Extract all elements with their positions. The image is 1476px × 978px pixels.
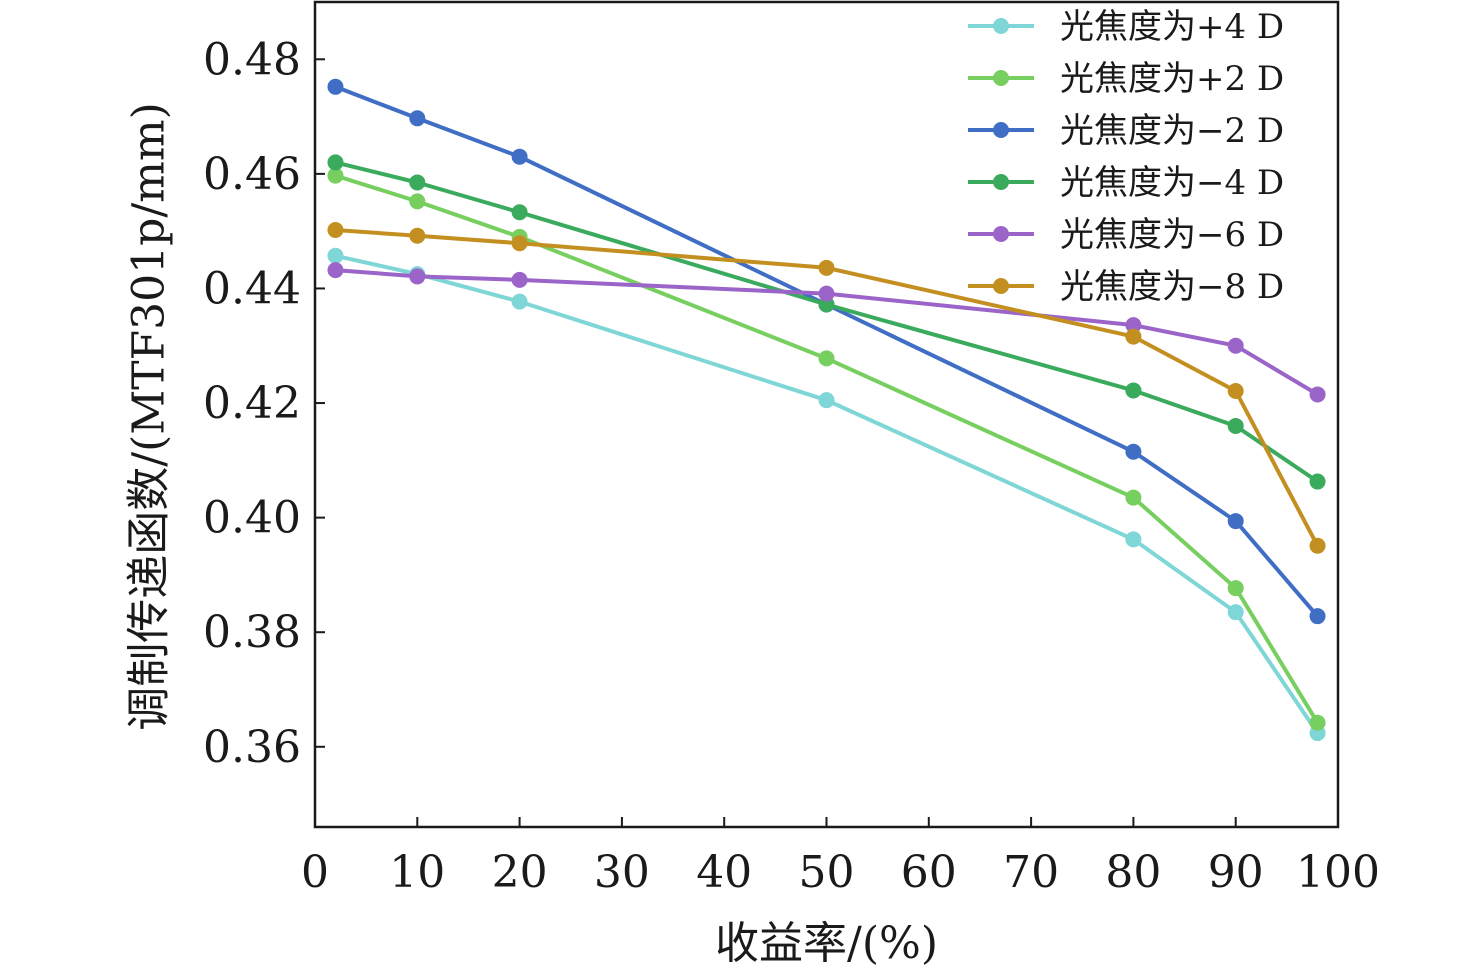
- data-point: [327, 154, 344, 171]
- data-point: [327, 167, 344, 184]
- legend-entry: 光焦度为−4 D: [968, 163, 1284, 203]
- series-4: [327, 154, 1326, 490]
- series-6: [327, 222, 1326, 554]
- legend-label: 光焦度为−4 D: [1060, 163, 1284, 203]
- data-point: [409, 174, 426, 191]
- data-point: [1125, 317, 1142, 334]
- series-line: [334, 173, 1320, 724]
- data-point: [511, 293, 528, 310]
- series-1: [327, 247, 1326, 742]
- x-tick-label: 30: [594, 847, 650, 898]
- data-point: [409, 110, 426, 127]
- legend-label: 光焦度为+2 D: [1060, 59, 1284, 99]
- data-point: [1125, 328, 1142, 345]
- x-tick-label: 20: [492, 847, 548, 898]
- y-tick-label: 0.44: [203, 263, 301, 314]
- x-axis-title: 收益率/(%): [715, 918, 938, 969]
- legend-label: 光焦度为+4 D: [1060, 7, 1284, 47]
- legend-swatch-marker: [993, 18, 1009, 34]
- data-point: [1227, 417, 1244, 434]
- legend-entry: 光焦度为+4 D: [968, 7, 1284, 47]
- data-point: [818, 392, 835, 409]
- series-line: [335, 253, 1320, 735]
- data-point: [818, 285, 835, 302]
- legend-swatch-marker: [993, 278, 1009, 294]
- x-tick-label: 0: [301, 847, 329, 898]
- data-point: [1125, 489, 1142, 506]
- series-5: [327, 262, 1326, 403]
- y-tick-label: 0.38: [203, 607, 301, 658]
- y-tick-label: 0.40: [203, 493, 301, 544]
- legend-swatch-marker: [993, 226, 1009, 242]
- data-point: [1309, 473, 1326, 490]
- x-tick-label: 50: [799, 847, 855, 898]
- data-point: [1309, 714, 1326, 731]
- x-tick-label: 80: [1105, 847, 1161, 898]
- legend-entry: 光焦度为+2 D: [968, 59, 1284, 99]
- legend-entry: 光焦度为−6 D: [968, 215, 1284, 255]
- series-lines: [327, 78, 1326, 742]
- y-tick-label: 0.36: [203, 722, 301, 773]
- data-point: [1309, 608, 1326, 625]
- data-point: [327, 78, 344, 95]
- x-tick-label: 60: [901, 847, 957, 898]
- data-point: [1227, 513, 1244, 530]
- data-point: [1125, 382, 1142, 399]
- legend-label: 光焦度为−8 D: [1060, 267, 1284, 307]
- data-point: [327, 262, 344, 279]
- data-point: [409, 193, 426, 210]
- data-point: [511, 235, 528, 252]
- data-point: [1309, 386, 1326, 403]
- legend-swatch-marker: [993, 174, 1009, 190]
- data-point: [818, 259, 835, 276]
- legend-entry: 光焦度为−8 D: [968, 267, 1284, 307]
- x-tick-label: 90: [1208, 847, 1264, 898]
- legend-label: 光焦度为−2 D: [1060, 111, 1284, 151]
- data-point: [327, 247, 344, 264]
- data-point: [511, 204, 528, 221]
- data-point: [1227, 604, 1244, 621]
- x-tick-label: 40: [696, 847, 752, 898]
- x-tick-label: 70: [1003, 847, 1059, 898]
- legend-swatch-marker: [993, 122, 1009, 138]
- y-tick-label: 0.42: [203, 378, 301, 429]
- x-tick-label: 10: [389, 847, 445, 898]
- data-point: [409, 268, 426, 285]
- data-point: [1227, 383, 1244, 400]
- data-point: [1125, 443, 1142, 460]
- series-line: [335, 160, 1319, 484]
- data-point: [1227, 580, 1244, 597]
- legend-label: 光焦度为−6 D: [1060, 215, 1284, 255]
- x-tick-label: 100: [1296, 847, 1380, 898]
- axes: 0 10 20 30 40 50 60 70 80 90 100 0.36 0.38 0.40 0.42 0.…: [203, 0, 1380, 898]
- data-point: [409, 227, 426, 244]
- data-point: [818, 350, 835, 367]
- data-point: [1227, 337, 1244, 354]
- data-point: [327, 222, 344, 239]
- data-point: [1125, 531, 1142, 548]
- data-point: [1309, 537, 1326, 554]
- data-point: [511, 148, 528, 165]
- legend-swatch-marker: [993, 70, 1009, 86]
- y-tick-label: 0.46: [203, 149, 301, 200]
- data-point: [511, 271, 528, 288]
- y-axis-title: 调制传递函数/(MTF301p/mm): [124, 102, 175, 731]
- legend-entry: 光焦度为−2 D: [968, 111, 1284, 151]
- y-tick-label: 0.48: [203, 34, 301, 85]
- legend: 光焦度为+4 D 光焦度为+2 D 光焦度为−2 D 光焦度为−4 D 光焦度为−6 D…: [968, 7, 1284, 307]
